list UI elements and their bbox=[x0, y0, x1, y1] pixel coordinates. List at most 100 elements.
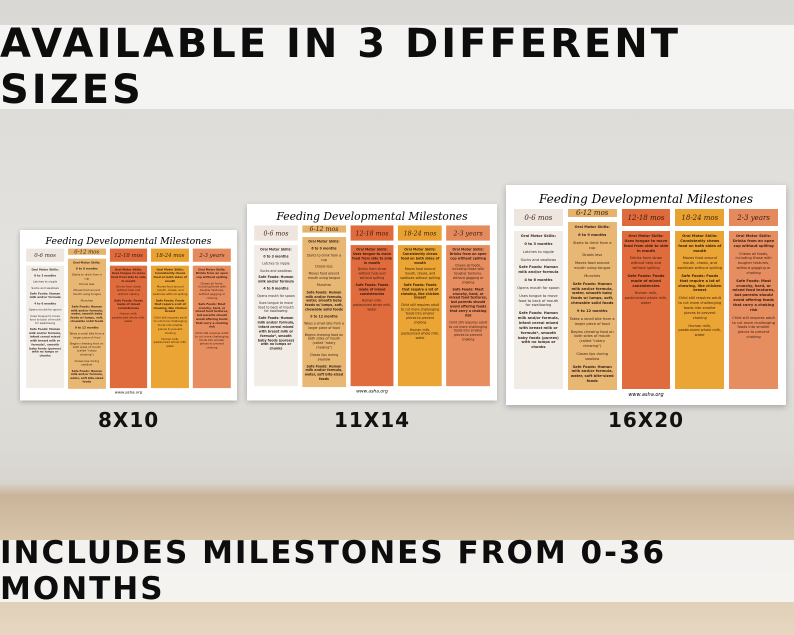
milestone-item: Safe Foods: Human milk and/or formula, w… bbox=[570, 364, 614, 384]
milestone-column: 18-24 mos Oral Motor Skills: Consistently… bbox=[398, 225, 442, 387]
milestone-item: Drinks from straw without help and witho… bbox=[116, 285, 141, 296]
milestone-item: 4 to 6 months bbox=[34, 302, 57, 306]
milestone-item: Opens mouth for spoon bbox=[257, 294, 295, 298]
milestone-item: Safe Foods: Human milk and/or formula, i… bbox=[257, 316, 295, 351]
column-header: 2-3 years bbox=[446, 225, 490, 241]
milestone-column: 6-12 mos Oral Motor Skills: 6 to 9 months S… bbox=[567, 209, 617, 390]
milestone-column: 0-6 mos Oral Motor Skills: 0 to 3 months La… bbox=[514, 209, 563, 389]
milestone-item: 9 to 12 months bbox=[74, 326, 99, 330]
milestone-item: Starts to drink from a cup bbox=[71, 273, 102, 281]
column-body: Oral Motor Skills: 6 to 9 months Starts to… bbox=[67, 258, 106, 389]
milestone-item: Drinks from straw without help and witho… bbox=[357, 267, 387, 280]
website: www.asha.org bbox=[356, 388, 388, 395]
column-header: 6-12 mos bbox=[567, 209, 617, 217]
column-header: 6-12 mos bbox=[302, 225, 346, 233]
milestone-column: 2-3 years Oral Motor Skills: Drinks from … bbox=[192, 248, 231, 389]
column-body: Oral Motor Skills: Drinks from an open c… bbox=[192, 265, 231, 389]
column-body: Oral Motor Skills: Uses tongue to move f… bbox=[109, 265, 148, 389]
milestone-item: Oral Motor Skills: Consistently chews fo… bbox=[153, 267, 187, 283]
milestone-item: Safe Foods: Foods that require a lot of … bbox=[678, 273, 722, 293]
milestone-item: Munches bbox=[316, 283, 332, 287]
milestone-item: Child still requires adult to cut more c… bbox=[732, 315, 775, 340]
milestone-item: Uses tongue to move food to back of mout… bbox=[258, 301, 294, 314]
column-body: Oral Motor Skills: Drinks from an open c… bbox=[729, 231, 778, 389]
milestone-item: Uses tongue to move food to back of mout… bbox=[29, 314, 61, 325]
milestone-item: Sucks and swallows bbox=[520, 257, 557, 262]
poster-title: Feeding Developmental Milestones bbox=[45, 235, 212, 247]
milestone-item: Latches to nipple bbox=[262, 261, 290, 266]
column-body: Oral Motor Skills: 0 to 3 months Latches t… bbox=[254, 245, 298, 387]
column-header: 2-3 years bbox=[192, 248, 231, 262]
milestone-item: Starts to drink from a cup bbox=[572, 240, 612, 250]
column-header: 0-6 mos bbox=[514, 209, 563, 226]
column-body: Oral Motor Skills: Consistently chews fo… bbox=[151, 265, 190, 389]
footer-text: INCLUDES MILESTONES FROM 0-36 MONTHS bbox=[0, 535, 667, 607]
size-label-8x10: 8X10 bbox=[98, 408, 160, 432]
milestone-item: Human milk, pasteurized whole milk, wate… bbox=[352, 299, 392, 312]
milestone-item: Human milk, pasteurized whole milk, wate… bbox=[153, 337, 187, 348]
milestone-item: Chews all foods, including those with to… bbox=[451, 263, 485, 285]
milestone-item: Oral Motor Skills: bbox=[31, 267, 59, 272]
milestone-item: Uses tongue to move food to back of mout… bbox=[518, 293, 559, 308]
size-label-11x14: 11X14 bbox=[333, 408, 411, 432]
milestone-item: Moves food around mouth using tongue bbox=[574, 261, 611, 271]
milestone-item: Safe Foods: Human milk and/or formula, w… bbox=[305, 290, 343, 312]
website: www.asha.org bbox=[628, 392, 664, 398]
milestone-item: Oral Motor Skills: Consistently chews fo… bbox=[400, 247, 440, 265]
poster: Feeding Developmental Milestones 0-6 mos O… bbox=[506, 185, 786, 405]
poster-title: Feeding Developmental Milestones bbox=[276, 210, 468, 223]
column-header: 12-18 mos bbox=[621, 209, 671, 226]
milestone-item: Closes lips during swallow bbox=[74, 359, 100, 367]
column-header: 0-6 mos bbox=[254, 225, 298, 241]
milestone-item: Closes lips during swallow bbox=[309, 353, 339, 361]
milestone-item: Oral Motor Skills: bbox=[520, 234, 557, 238]
milestone-item: Oral Motor Skills: Drinks from an open c… bbox=[732, 234, 775, 248]
column-header: 12-18 mos bbox=[350, 225, 394, 241]
milestone-item: Safe Foods: Foods made of mixed consiste… bbox=[627, 273, 665, 288]
milestone-column: 12-18 mos Oral Motor Skills: Uses tongue … bbox=[621, 209, 671, 389]
milestone-column: 18-24 mos Oral Motor Skills: Consistently… bbox=[675, 209, 725, 389]
milestone-item: Moves food around mouth, chews, and swal… bbox=[677, 256, 723, 271]
milestone-item: Safe Foods: Human milk and/or formula, w… bbox=[570, 281, 614, 306]
column-body: Oral Motor Skills: Uses tongue to move f… bbox=[350, 245, 394, 387]
milestone-item: Safe Foods: Human milk and/or formula, w… bbox=[70, 304, 104, 324]
milestone-item: Drinks from straw without help and witho… bbox=[629, 256, 662, 271]
poster: Feeding Developmental Milestones 0-6 mos O… bbox=[20, 230, 237, 401]
milestone-column: 6-12 mos Oral Motor Skills: 6 to 9 months S… bbox=[302, 225, 346, 388]
milestone-item: Takes a small bite from a larger piece o… bbox=[569, 316, 615, 326]
milestone-item: Begins chewing food on both sides of mou… bbox=[304, 333, 344, 350]
milestone-column: 2-3 years Oral Motor Skills: Drinks from … bbox=[729, 209, 778, 389]
milestone-item: Oral Motor Skills: Uses tongue to move f… bbox=[111, 267, 146, 283]
milestone-item: Safe Foods: Human milk and/or formula bbox=[29, 292, 61, 300]
milestone-item: Safe Foods: Human milk and/or formula, w… bbox=[304, 364, 344, 381]
column-header: 0-6 mos bbox=[26, 248, 65, 262]
milestone-item: 4 to 6 months bbox=[263, 287, 289, 291]
milestone-item: Child still requires adult to cut more c… bbox=[153, 316, 187, 335]
milestone-item: Starts to drink from a cup bbox=[306, 253, 342, 262]
milestone-item: Drools less bbox=[315, 265, 333, 269]
milestone-item: Moves food around mouth, chews, and swal… bbox=[152, 285, 188, 296]
milestone-item: 0 to 3 months bbox=[263, 254, 289, 259]
milestone-column: 0-6 mos Oral Motor Skills: 0 to 3 months La… bbox=[26, 248, 65, 389]
milestone-item: 0 to 3 months bbox=[34, 274, 57, 278]
milestone-item: Oral Motor Skills: bbox=[260, 247, 292, 252]
milestone-item: Moves food around mouth using tongue bbox=[72, 289, 101, 296]
milestone-item: Safe Foods: Human milk and/or formula, w… bbox=[70, 369, 104, 384]
column-header: 18-24 mos bbox=[398, 225, 442, 241]
milestone-item: Sucks and swallows bbox=[260, 268, 292, 273]
column-header: 6-12 mos bbox=[67, 248, 106, 255]
poster-title: Feeding Developmental Milestones bbox=[538, 192, 754, 206]
milestone-item: 9 to 12 months bbox=[576, 308, 608, 313]
milestone-item: Moves food around mouth using tongue bbox=[307, 272, 341, 280]
milestone-item: Child still requires adult to cut more c… bbox=[678, 296, 722, 320]
milestone-item: Munches bbox=[584, 273, 601, 278]
milestone-item: Latches to nipple bbox=[33, 280, 58, 284]
milestone-item: Latches to nipple bbox=[522, 249, 554, 254]
column-body: Oral Motor Skills: 6 to 9 months Starts to… bbox=[567, 222, 617, 390]
column-header: 18-24 mos bbox=[675, 209, 725, 226]
milestone-column: 18-24 mos Oral Motor Skills: Consistently… bbox=[151, 248, 190, 389]
milestone-item: Chews all foods, including those with to… bbox=[735, 251, 772, 275]
milestone-item: Child still requires adult to cut more c… bbox=[448, 320, 488, 342]
column-body: Oral Motor Skills: Uses tongue to move f… bbox=[621, 231, 671, 389]
milestone-item: Safe Foods: Human milk and/or formula bbox=[258, 275, 294, 284]
